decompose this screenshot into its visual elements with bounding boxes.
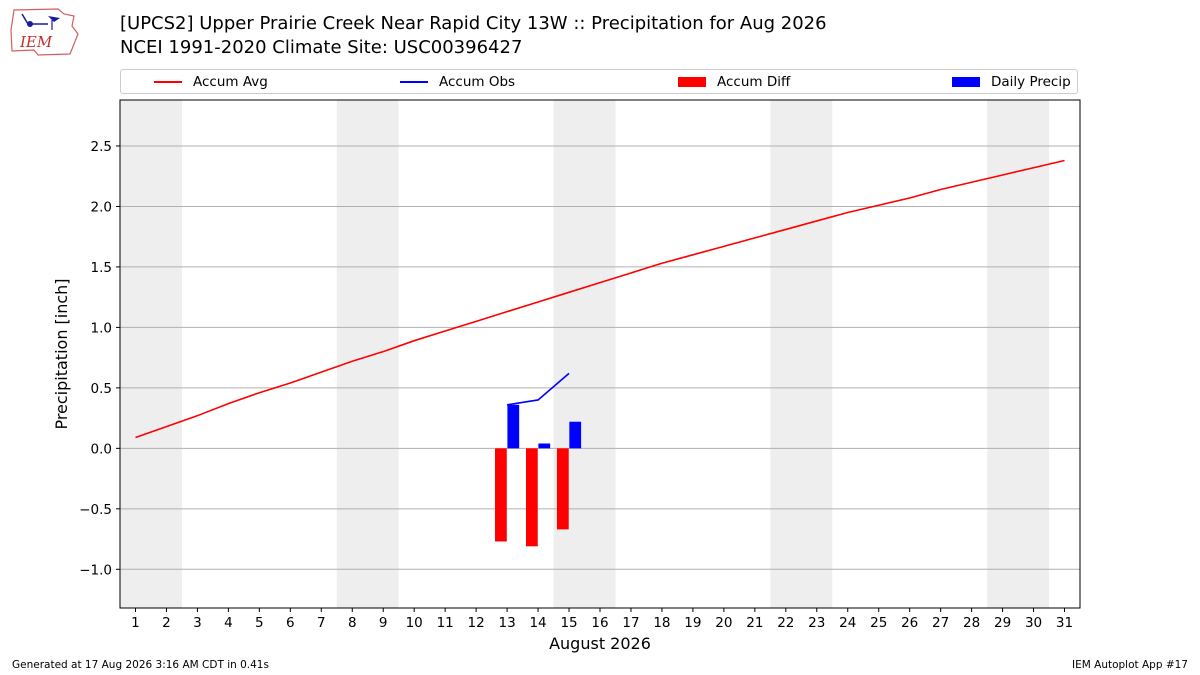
x-tick-label: 10 bbox=[406, 615, 423, 631]
y-tick-label: 0.0 bbox=[91, 441, 112, 457]
legend-item-accum-obs: Accum Obs bbox=[400, 73, 515, 91]
bars bbox=[495, 404, 582, 547]
legend-label-daily-precip: Daily Precip bbox=[991, 74, 1071, 90]
y-tick-label: −1.0 bbox=[79, 562, 112, 578]
y-gridlines bbox=[120, 145, 1080, 570]
x-tick-label: 27 bbox=[932, 615, 949, 631]
weekend-band-2 bbox=[336, 100, 399, 608]
legend: Accum Avg Accum Obs Accum Diff Daily Pre… bbox=[120, 69, 1078, 94]
weekend-band-4 bbox=[770, 100, 833, 608]
x-tick-label: 11 bbox=[437, 615, 454, 631]
x-tick-label: 20 bbox=[715, 615, 732, 631]
legend-swatch-accum-diff bbox=[678, 77, 706, 87]
bar-accum-diff bbox=[556, 448, 569, 530]
chart-subtitle: NCEI 1991-2020 Climate Site: USC00396427 bbox=[120, 37, 523, 58]
x-tick-label: 2 bbox=[162, 615, 171, 631]
x-axis-label: August 2026 bbox=[549, 634, 651, 653]
x-tick-label: 7 bbox=[317, 615, 326, 631]
weekend-bands bbox=[120, 100, 1050, 608]
x-tick-label: 12 bbox=[468, 615, 485, 631]
legend-swatch-accum-avg bbox=[154, 81, 182, 83]
chart-title: [UPCS2] Upper Prairie Creek Near Rapid C… bbox=[120, 13, 827, 34]
iem-logo-text: IEM bbox=[19, 33, 53, 51]
x-tick-label: 19 bbox=[684, 615, 701, 631]
weekend-band-1 bbox=[120, 100, 182, 608]
iem-logo: IEM bbox=[10, 8, 79, 56]
x-tick-label: 9 bbox=[379, 615, 388, 631]
y-tick-label: 2.5 bbox=[91, 139, 112, 155]
y-axis-ticks: −1.0 −0.5 0.0 0.5 1.0 1.5 2.0 2.5 bbox=[79, 139, 120, 578]
x-tick-label: 21 bbox=[746, 615, 763, 631]
line-accum-obs bbox=[506, 372, 570, 406]
x-tick-label: 23 bbox=[808, 615, 825, 631]
x-tick-label: 17 bbox=[622, 615, 639, 631]
footer-app: IEM Autoplot App #17 bbox=[1072, 659, 1188, 671]
x-tick-label: 6 bbox=[286, 615, 295, 631]
weekend-band-5 bbox=[987, 100, 1050, 608]
x-tick-label: 16 bbox=[591, 615, 608, 631]
y-axis-label: Precipitation [inch] bbox=[52, 278, 71, 429]
y-tick-label: 0.5 bbox=[91, 381, 112, 397]
x-tick-label: 31 bbox=[1056, 615, 1073, 631]
y-tick-label: 1.0 bbox=[91, 320, 112, 336]
x-tick-label: 26 bbox=[901, 615, 918, 631]
bar-accum-diff bbox=[495, 448, 507, 542]
y-tick-label: 2.0 bbox=[91, 199, 112, 215]
series-lines bbox=[135, 159, 1065, 439]
y-tick-label: −0.5 bbox=[79, 502, 112, 518]
legend-item-accum-avg: Accum Avg bbox=[154, 73, 268, 91]
x-tick-label: 30 bbox=[1025, 615, 1042, 631]
weekend-band-3 bbox=[553, 100, 616, 608]
bar-daily-precip bbox=[569, 421, 582, 449]
x-tick-label: 8 bbox=[348, 615, 357, 631]
bar-accum-diff bbox=[525, 448, 538, 547]
x-tick-label: 13 bbox=[499, 615, 516, 631]
x-tick-label: 5 bbox=[255, 615, 264, 631]
x-tick-label: 29 bbox=[994, 615, 1011, 631]
legend-label-accum-avg: Accum Avg bbox=[193, 74, 268, 90]
legend-item-accum-diff: Accum Diff bbox=[678, 73, 790, 91]
x-tick-label: 28 bbox=[963, 615, 980, 631]
line-accum-avg bbox=[135, 159, 1065, 439]
x-tick-label: 18 bbox=[653, 615, 670, 631]
x-tick-label: 14 bbox=[529, 615, 546, 631]
x-tick-label: 15 bbox=[560, 615, 577, 631]
x-tick-label: 1 bbox=[131, 615, 140, 631]
x-tick-label: 25 bbox=[870, 615, 887, 631]
x-tick-label: 4 bbox=[224, 615, 233, 631]
legend-swatch-accum-obs bbox=[400, 81, 428, 83]
legend-item-daily-precip: Daily Precip bbox=[952, 73, 1071, 91]
x-axis-ticks: 1 2 3 4 5 6 7 8 9 10 11 12 13 14 15 16 17 18 19 20 21 22 23 24 2… bbox=[131, 608, 1073, 631]
x-tick-label: 22 bbox=[777, 615, 794, 631]
footer-generated: Generated at 17 Aug 2026 3:16 AM CDT in … bbox=[12, 659, 269, 671]
x-tick-label: 24 bbox=[839, 615, 856, 631]
bar-daily-precip bbox=[538, 443, 551, 449]
y-tick-label: 1.5 bbox=[91, 260, 112, 276]
legend-swatch-daily-precip bbox=[952, 77, 980, 87]
legend-label-accum-obs: Accum Obs bbox=[439, 74, 516, 90]
bar-daily-precip bbox=[507, 404, 520, 449]
legend-label-accum-diff: Accum Diff bbox=[717, 74, 791, 90]
x-tick-label: 3 bbox=[193, 615, 202, 631]
